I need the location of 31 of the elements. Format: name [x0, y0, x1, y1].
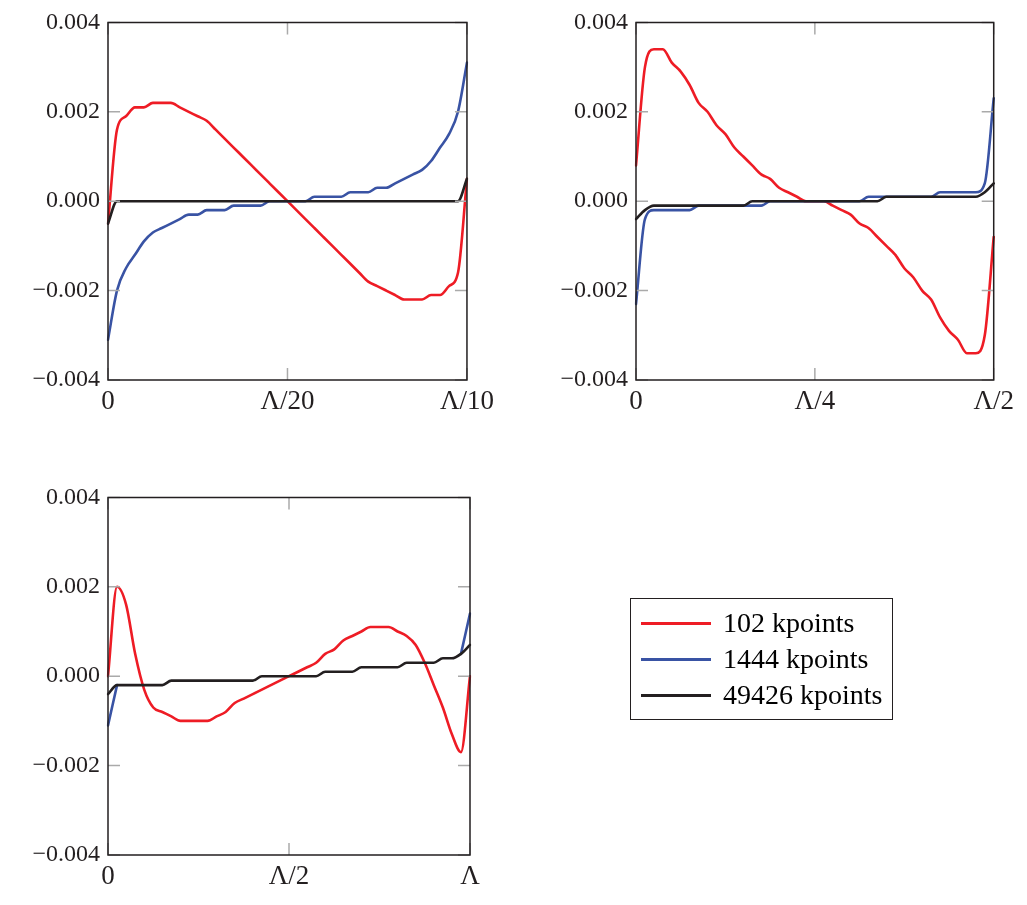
- y-tick-label: −0.002: [32, 275, 100, 302]
- x-tick-label: 0: [101, 860, 115, 891]
- x-tick-label: Λ/20: [260, 385, 315, 416]
- y-tick-label: 0.002: [46, 572, 100, 599]
- legend-label: 1444 kpoints: [723, 642, 869, 676]
- line-series: [106, 585, 472, 754]
- line-series: [634, 47, 996, 355]
- y-tick-label: −0.002: [32, 750, 100, 777]
- y-tick-label: −0.004: [560, 365, 628, 392]
- legend-label: 49426 kpoints: [723, 678, 883, 712]
- x-tick-label: Λ/4: [794, 385, 836, 416]
- y-tick-label: −0.004: [32, 840, 100, 867]
- line-series: [106, 101, 469, 301]
- y-tick-label: 0.000: [574, 186, 628, 213]
- y-tick-label: 0.004: [46, 7, 100, 34]
- y-tick-label: −0.002: [560, 275, 628, 302]
- x-tick-label: 0: [101, 385, 115, 416]
- line-series: [106, 61, 469, 342]
- x-tick-label: Λ/2: [268, 860, 310, 891]
- y-tick-label: −0.004: [32, 365, 100, 392]
- x-tick-label: Λ: [460, 860, 481, 891]
- y-tick-label: 0.002: [574, 97, 628, 124]
- y-tick-label: 0.000: [46, 186, 100, 213]
- y-tick-label: 0.004: [574, 7, 628, 34]
- y-tick-label: 0.004: [46, 482, 100, 509]
- y-tick-label: 0.002: [46, 97, 100, 124]
- y-tick-label: 0.000: [46, 661, 100, 688]
- x-tick-label: Λ/10: [439, 385, 495, 416]
- x-tick-label: Λ/2: [973, 385, 1015, 416]
- legend-label: 102 kpoints: [723, 606, 855, 640]
- x-tick-label: 0: [629, 385, 643, 416]
